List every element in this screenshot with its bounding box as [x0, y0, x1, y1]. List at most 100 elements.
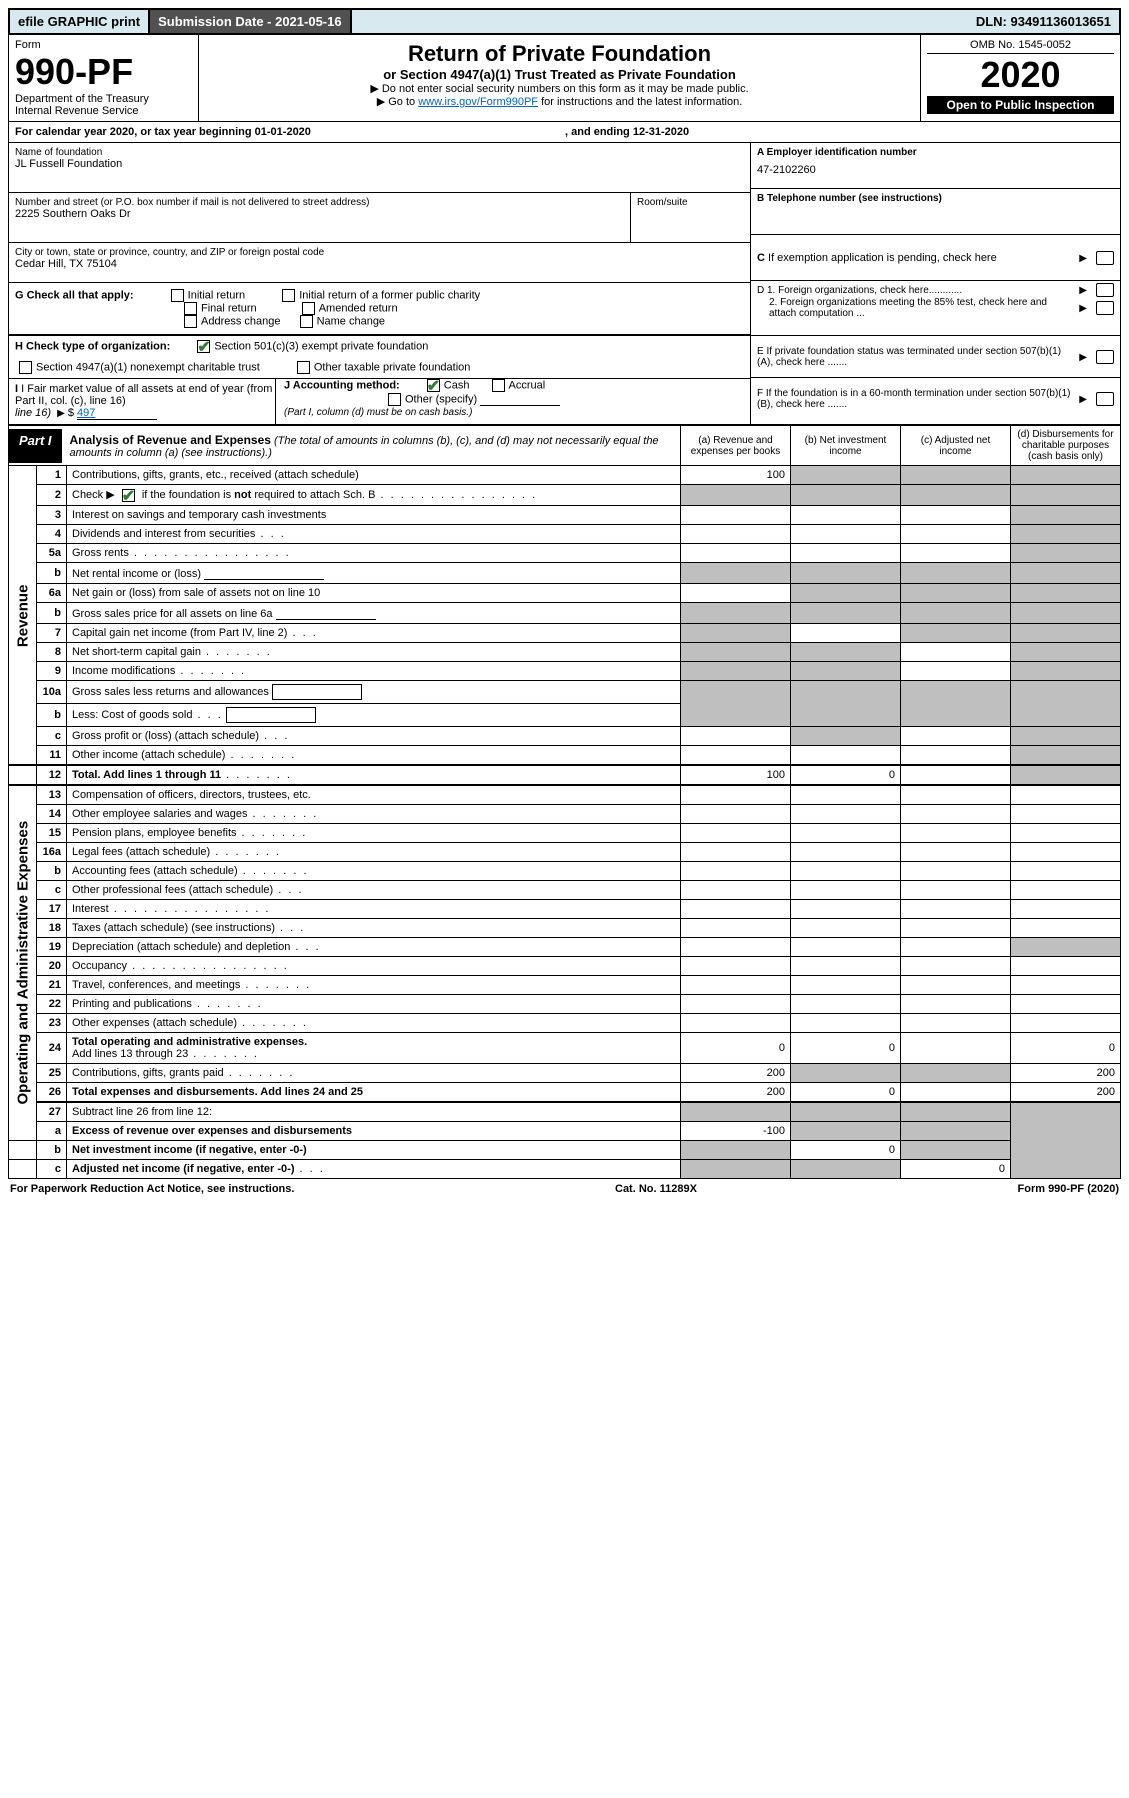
cb-final-return[interactable]: [184, 302, 197, 315]
ein-value: 47-2102260: [757, 164, 1114, 176]
part-1-desc: Analysis of Revenue and Expenses (The to…: [62, 429, 680, 463]
arrow-icon: [1079, 284, 1087, 296]
table-row: cAdjusted net income (if negative, enter…: [9, 1159, 1121, 1178]
table-row: Operating and Administrative Expenses 13…: [9, 785, 1121, 805]
table-row: 14Other employee salaries and wages: [9, 804, 1121, 823]
table-row: 2 Check ▶ if the foundation is not requi…: [9, 485, 1121, 506]
e-label: E If private foundation status was termi…: [757, 346, 1076, 368]
table-row: bNet rental income or (loss): [9, 562, 1121, 583]
footer-right: Form 990-PF (2020): [1018, 1183, 1120, 1195]
cb-f[interactable]: [1096, 392, 1114, 406]
footer: For Paperwork Reduction Act Notice, see …: [8, 1179, 1121, 1199]
table-row: cOther professional fees (attach schedul…: [9, 880, 1121, 899]
cb-name-change[interactable]: [300, 315, 313, 328]
efile-label[interactable]: efile GRAPHIC print: [10, 10, 150, 33]
inspection-badge: Open to Public Inspection: [927, 96, 1114, 114]
table-row: 4Dividends and interest from securities: [9, 524, 1121, 543]
expenses-section-label: Operating and Administrative Expenses: [9, 785, 37, 1141]
f-label: F If the foundation is in a 60-month ter…: [757, 388, 1076, 410]
arrow-icon: [1079, 252, 1087, 264]
table-row: bGross sales price for all assets on lin…: [9, 602, 1121, 623]
table-row: 27Subtract line 26 from line 12:: [9, 1102, 1121, 1122]
cb-e[interactable]: [1096, 350, 1114, 364]
table-row: 18Taxes (attach schedule) (see instructi…: [9, 918, 1121, 937]
table-row: 19Depreciation (attach schedule) and dep…: [9, 937, 1121, 956]
dln-label: DLN: 93491136013651: [968, 10, 1119, 33]
table-row: 24Total operating and administrative exp…: [9, 1032, 1121, 1063]
foundation-name: JL Fussell Foundation: [15, 158, 744, 170]
table-row: bAccounting fees (attach schedule): [9, 861, 1121, 880]
section-g: G Check all that apply: Initial return I…: [9, 283, 750, 335]
table-row: 11Other income (attach schedule): [9, 745, 1121, 765]
title-main: Return of Private Foundation: [205, 41, 914, 67]
arrow-icon: [1079, 302, 1087, 314]
table-row: 10aGross sales less returns and allowanc…: [9, 680, 1121, 703]
cb-d2[interactable]: [1096, 301, 1114, 315]
d2-label: 2. Foreign organizations meeting the 85%…: [757, 297, 1076, 319]
table-row: 9Income modifications: [9, 661, 1121, 680]
table-row: Revenue 1 Contributions, gifts, grants, …: [9, 466, 1121, 485]
cb-cash[interactable]: [427, 379, 440, 392]
table-row: 12Total. Add lines 1 through 11 1000: [9, 765, 1121, 785]
name-label: Name of foundation: [15, 147, 744, 158]
title-sub: or Section 4947(a)(1) Trust Treated as P…: [205, 67, 914, 82]
c-label: If exemption application is pending, che…: [768, 252, 997, 264]
cb-initial-former[interactable]: [282, 289, 295, 302]
cb-other-method[interactable]: [388, 393, 401, 406]
table-row: 26Total expenses and disbursements. Add …: [9, 1082, 1121, 1102]
col-a-header: (a) Revenue and expenses per books: [681, 426, 791, 466]
room-label: Room/suite: [637, 197, 750, 208]
instr-2: ▶ Go to www.irs.gov/Form990PF for instru…: [205, 95, 914, 108]
fmv-value[interactable]: 497: [77, 407, 157, 420]
table-row: 16aLegal fees (attach schedule): [9, 842, 1121, 861]
cb-d1[interactable]: [1096, 283, 1114, 297]
table-row: 3Interest on savings and temporary cash …: [9, 505, 1121, 524]
instructions-link[interactable]: www.irs.gov/Form990PF: [418, 96, 538, 108]
cb-accrual[interactable]: [492, 379, 505, 392]
form-header: Form 990-PF Department of the Treasury I…: [8, 35, 1121, 122]
cb-amended[interactable]: [302, 302, 315, 315]
cb-initial-return[interactable]: [171, 289, 184, 302]
main-table: Part I Analysis of Revenue and Expenses …: [8, 425, 1121, 1179]
col-d-header: (d) Disbursements for charitable purpose…: [1011, 426, 1121, 466]
dept-line-1: Department of the Treasury: [15, 93, 192, 105]
cb-addr-change[interactable]: [184, 315, 197, 328]
d1-label: D 1. Foreign organizations, check here..…: [757, 285, 1076, 296]
omb-number: OMB No. 1545-0052: [927, 39, 1114, 54]
ein-label: A Employer identification number: [757, 147, 917, 158]
cb-sch-b[interactable]: [122, 489, 135, 502]
revenue-section-label: Revenue: [9, 466, 37, 765]
table-row: cGross profit or (loss) (attach schedule…: [9, 726, 1121, 745]
table-row: 15Pension plans, employee benefits: [9, 823, 1121, 842]
col-c-header: (c) Adjusted net income: [901, 426, 1011, 466]
cb-501c3[interactable]: [197, 340, 210, 353]
tax-year: 2020: [927, 54, 1114, 96]
table-row: 6aNet gain or (loss) from sale of assets…: [9, 583, 1121, 602]
table-row: 5aGross rents: [9, 543, 1121, 562]
table-row: 7Capital gain net income (from Part IV, …: [9, 623, 1121, 642]
address-value: 2225 Southern Oaks Dr: [15, 208, 630, 220]
table-row: 23Other expenses (attach schedule): [9, 1013, 1121, 1032]
section-hij: H Check type of organization: Section 50…: [8, 336, 1121, 425]
table-row: 22Printing and publications: [9, 994, 1121, 1013]
table-row: aExcess of revenue over expenses and dis…: [9, 1121, 1121, 1140]
table-row: bNet investment income (if negative, ent…: [9, 1140, 1121, 1159]
cb-4947[interactable]: [19, 361, 32, 374]
cb-c[interactable]: [1096, 251, 1114, 265]
footer-mid: Cat. No. 11289X: [615, 1183, 697, 1195]
cb-other-taxable[interactable]: [297, 361, 310, 374]
city-value: Cedar Hill, TX 75104: [15, 258, 744, 270]
arrow-icon: [1079, 351, 1087, 363]
submission-date: Submission Date - 2021-05-16: [150, 10, 352, 33]
top-bar: efile GRAPHIC print Submission Date - 20…: [8, 8, 1121, 35]
arrow-icon: [1079, 393, 1087, 405]
table-row: 21Travel, conferences, and meetings: [9, 975, 1121, 994]
part-1-label: Part I: [9, 429, 62, 463]
dept-line-2: Internal Revenue Service: [15, 105, 192, 117]
col-b-header: (b) Net investment income: [791, 426, 901, 466]
tel-label: B Telephone number (see instructions): [757, 193, 942, 204]
instr-1: ▶ Do not enter social security numbers o…: [205, 82, 914, 95]
form-number: 990-PF: [15, 51, 192, 93]
city-label: City or town, state or province, country…: [15, 247, 744, 258]
table-row: 8Net short-term capital gain: [9, 642, 1121, 661]
